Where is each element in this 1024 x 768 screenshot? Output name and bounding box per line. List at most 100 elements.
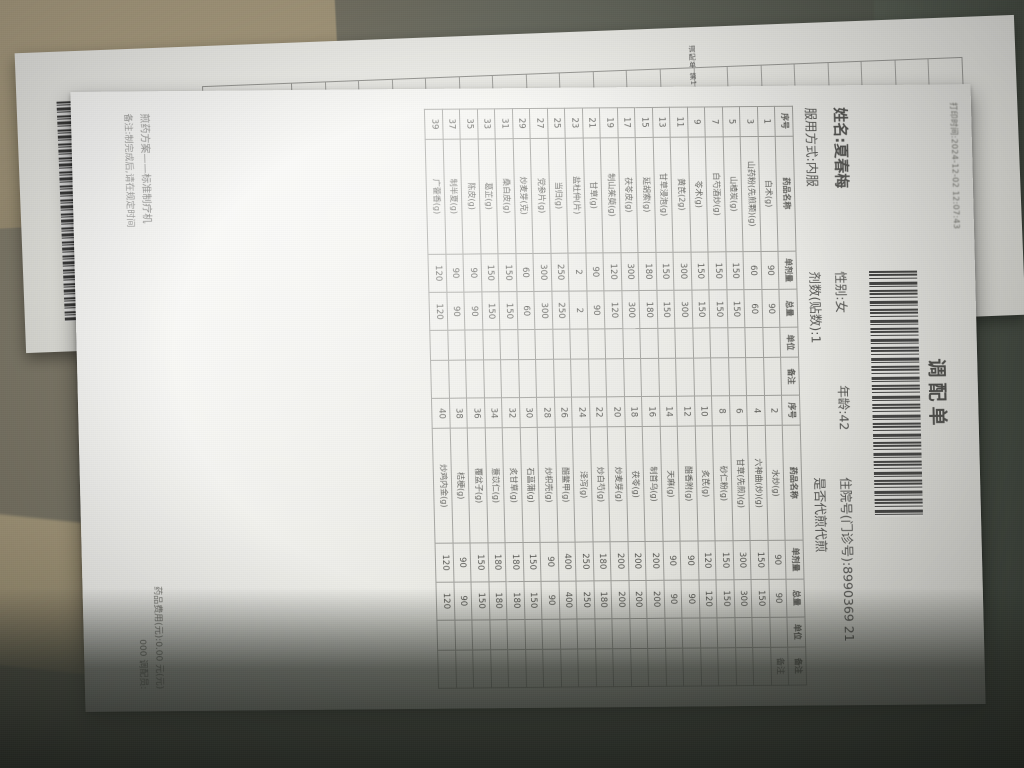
cell-unit-left xyxy=(622,329,642,359)
cell-name-left: 甘草浸泡(g) xyxy=(653,136,674,253)
patient-age-value: 42 xyxy=(836,414,852,431)
cell-unit-left xyxy=(710,328,729,358)
cell-dose-right: 300 xyxy=(733,540,752,580)
cell-dose-left: 90 xyxy=(585,252,605,292)
cell-name-right: 薏苡仁(g) xyxy=(485,427,506,544)
cell-unit-left xyxy=(745,327,764,358)
cell-remark-left xyxy=(693,357,713,397)
cell-remark-left xyxy=(431,360,450,399)
cell-name-left: 桑白皮(g) xyxy=(495,138,516,254)
cell-unit-left xyxy=(552,329,572,360)
cell-unit-left xyxy=(517,329,537,360)
cell-no-right: 38 xyxy=(449,398,468,429)
cell-remark-left xyxy=(728,357,748,397)
cell-name-right: 茯苓(g) xyxy=(625,426,646,542)
th-no-left: 序号 xyxy=(774,106,794,136)
cell-name-right: 砂仁粉(g) xyxy=(712,425,734,542)
cell-no-left: 19 xyxy=(599,107,619,138)
cell-unit-left xyxy=(640,328,659,359)
cell-no-left: 37 xyxy=(442,109,461,139)
cell-name-left: 黄芪(2g) xyxy=(670,136,691,252)
cell-name-right: 覆盆子(g) xyxy=(467,427,489,544)
cell-no-right: 36 xyxy=(466,398,486,429)
cell-name-left: 陈皮(g) xyxy=(460,138,481,254)
cell-dose-right: 90 xyxy=(453,543,472,582)
cell-dose-right: 180 xyxy=(593,541,612,581)
cell-remark-left xyxy=(501,359,520,399)
cell-total-left: 2 xyxy=(569,291,588,330)
cell-unit-left xyxy=(482,330,502,360)
cell-unit-left xyxy=(675,328,694,359)
cell-name-left: 广藿香(g) xyxy=(425,138,446,255)
doses-value: 1 xyxy=(808,335,824,344)
patient-sex-label: 性别: xyxy=(832,271,849,301)
cell-total-left: 150 xyxy=(709,289,728,329)
cell-name-left: 白术(g) xyxy=(758,135,779,252)
cell-dose-right: 200 xyxy=(628,541,647,581)
cell-no-left: 17 xyxy=(617,107,636,138)
cell-unit-left xyxy=(587,329,607,360)
cell-dose-left: 90 xyxy=(463,253,482,293)
th-unit-left: 单位 xyxy=(780,327,799,358)
cell-no-left: 31 xyxy=(494,108,514,139)
cell-no-left: 33 xyxy=(477,108,496,139)
cell-no-right: 40 xyxy=(431,398,451,429)
patient-sex-value: 女 xyxy=(833,300,850,314)
cell-unit-left xyxy=(430,330,449,361)
cell-dose-left: 150 xyxy=(480,253,500,293)
cell-no-left: 15 xyxy=(634,107,654,138)
cell-remark-left xyxy=(588,358,608,398)
cell-dose-left: 90 xyxy=(760,251,780,290)
usage-label: 服用方式: xyxy=(802,107,820,162)
cell-name-right: 天麻(g) xyxy=(660,426,681,542)
cell-no-left: 35 xyxy=(459,108,479,139)
cell-dose-left: 250 xyxy=(550,252,570,292)
cell-name-right: 醋鳖甲(g) xyxy=(555,427,576,543)
cell-remark-left xyxy=(536,359,555,398)
th-name-right: 药品名称 xyxy=(782,425,804,541)
cell-total-left: 150 xyxy=(726,289,746,329)
cell-dose-left: 150 xyxy=(690,251,710,291)
cell-name-left: 党参片(g) xyxy=(530,137,551,254)
cell-dose-left: 150 xyxy=(655,251,675,291)
cell-unit-left xyxy=(535,329,554,360)
cell-remark-left xyxy=(623,358,643,398)
cell-name-right: 石菖蒲(g) xyxy=(520,427,541,543)
cell-no-left: 5 xyxy=(722,106,741,137)
cell-unit-left xyxy=(727,328,747,358)
cell-total-left: 150 xyxy=(481,291,501,331)
patient-age-field: 年龄:42 xyxy=(835,385,855,430)
cell-dose-right: 150 xyxy=(523,542,542,582)
barcode-icon xyxy=(868,270,924,517)
cell-total-left: 150 xyxy=(656,290,676,329)
patient-inpatient-label: 住院号(门诊号): xyxy=(838,477,856,567)
cell-name-right: 炒麦芽(g) xyxy=(607,426,629,542)
cell-no-left: 9 xyxy=(687,106,706,137)
th-dose-left: 单剂量 xyxy=(778,250,797,290)
cell-dose-right: 90 xyxy=(680,541,699,580)
footer-remark: 备注:制完成后,请在规定时间 xyxy=(121,113,135,228)
cell-no-right: 12 xyxy=(677,396,696,427)
cell-total-left: 90 xyxy=(586,290,606,330)
cell-no-right: 32 xyxy=(501,398,521,428)
cell-dose-left: 2 xyxy=(568,252,587,292)
th-no-right: 序号 xyxy=(782,395,801,426)
cell-remark-left xyxy=(658,358,678,397)
cell-name-left: 延胡索(g) xyxy=(635,137,656,253)
th-name-left: 药品名称 xyxy=(775,135,796,252)
patient-name-label: 姓名: xyxy=(830,107,850,144)
cell-total-left: 120 xyxy=(604,290,623,330)
cell-unit-left xyxy=(762,327,782,358)
cell-no-left: 7 xyxy=(704,106,724,137)
cell-dose-right: 150 xyxy=(470,543,489,582)
cell-total-left: 150 xyxy=(691,290,711,329)
cell-no-left: 39 xyxy=(424,109,444,140)
cell-total-left: 250 xyxy=(551,291,571,330)
cell-no-right: 16 xyxy=(642,396,661,427)
cell-total-left: 300 xyxy=(534,291,553,330)
cell-total-left: 90 xyxy=(446,292,466,331)
cell-total-left: 60 xyxy=(744,289,763,329)
cell-remark-left xyxy=(606,358,625,398)
cell-no-right: 14 xyxy=(659,396,678,427)
